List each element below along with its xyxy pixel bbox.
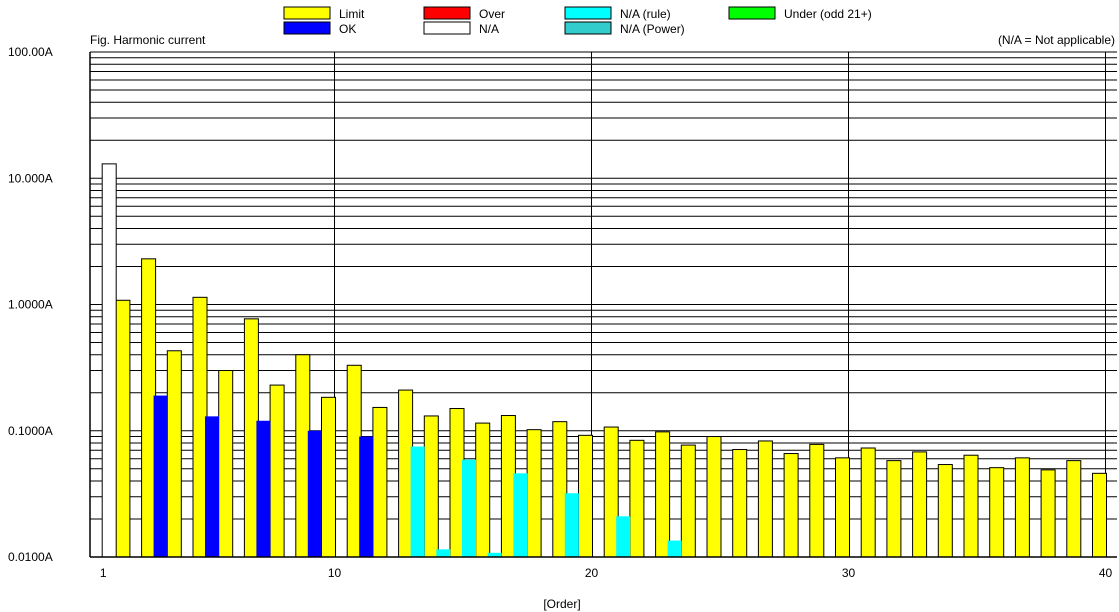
- limit-bar: [886, 460, 902, 558]
- legend-swatch-na_power: [564, 21, 612, 35]
- x-tick-label: 10: [328, 566, 342, 580]
- measured-bar-ok: [307, 430, 322, 557]
- limit-bar: [500, 415, 516, 558]
- limit-bar: [346, 364, 362, 558]
- x-tick-label: 40: [1099, 566, 1113, 580]
- legend-label-ok: OK: [339, 22, 356, 36]
- measured-bar-ok: [359, 436, 374, 557]
- measured-bars: [101, 163, 682, 558]
- limit-bar: [398, 389, 414, 558]
- limit-bar: [963, 454, 979, 558]
- limit-bar: [141, 258, 157, 558]
- legend-label-na: N/A: [479, 22, 499, 36]
- limit-bar: [989, 467, 1005, 558]
- limit-bar: [166, 350, 182, 558]
- limit-bar: [449, 408, 465, 558]
- limit-bar: [295, 354, 311, 558]
- y-tick-label: 0.0100A: [8, 550, 53, 564]
- legend-swatch-na: [423, 21, 471, 35]
- measured-bar-na_rule: [564, 493, 579, 557]
- limit-bar: [937, 464, 953, 558]
- measured-bar-ok: [153, 395, 168, 557]
- limit-bar: [115, 299, 131, 558]
- measured-bar-na_rule: [436, 549, 451, 557]
- limit-bar: [603, 426, 619, 558]
- limit-bar: [192, 296, 208, 558]
- measured-bar-na_rule: [616, 516, 631, 557]
- measured-bar-na_rule: [462, 459, 476, 557]
- limit-bar: [1014, 457, 1030, 558]
- limit-bar: [1066, 460, 1082, 558]
- measured-bar-na: [101, 163, 117, 558]
- limit-bar: [912, 451, 928, 558]
- measured-bar-ok: [205, 416, 219, 557]
- legend-label-na_power: N/A (Power): [620, 22, 685, 36]
- legend-swatch-over: [423, 6, 471, 20]
- legend-label-limit: Limit: [339, 7, 365, 21]
- measured-bar-na_rule: [513, 473, 528, 557]
- x-tick-label: 1: [100, 566, 107, 580]
- limit-bar: [1092, 472, 1107, 558]
- legend-label-over: Over: [479, 7, 505, 21]
- limit-bar: [475, 422, 491, 558]
- limit-bar: [526, 429, 542, 558]
- limit-bar: [835, 457, 850, 558]
- limit-bar: [706, 436, 722, 558]
- legend-label-na_rule: N/A (rule): [620, 7, 671, 21]
- limit-bar: [218, 370, 234, 558]
- limit-bar: [680, 444, 696, 558]
- x-tick-label: 20: [585, 566, 599, 580]
- limit-bar: [757, 440, 773, 558]
- limit-bar: [732, 449, 748, 558]
- y-tick-label: 100.00A: [8, 45, 53, 59]
- y-tick-label: 0.1000A: [8, 424, 53, 438]
- legend-label-under: Under (odd 21+): [784, 7, 872, 21]
- measured-bar-ok: [256, 420, 271, 557]
- measured-bar-na_rule: [667, 540, 682, 557]
- chart-title: Fig. Harmonic current: [90, 33, 206, 47]
- measured-bar-na_rule: [487, 552, 502, 557]
- limit-bar: [783, 453, 799, 558]
- limit-bar: [860, 447, 876, 558]
- legend-swatch-under: [728, 6, 776, 20]
- legend-swatch-na_rule: [564, 6, 612, 20]
- x-axis-label: [Order]: [543, 597, 580, 611]
- limit-bar: [1040, 469, 1056, 558]
- limit-bars: [115, 258, 1107, 558]
- measured-bar-na_rule: [410, 446, 425, 557]
- limit-bar: [629, 439, 645, 558]
- x-axis-ticks: 1 10 20 30 40: [100, 566, 1113, 580]
- y-tick-label: 10.000A: [8, 171, 53, 185]
- limit-bar: [423, 415, 439, 558]
- limit-bar: [243, 318, 259, 558]
- limit-bar: [321, 396, 336, 558]
- x-tick-label: 30: [842, 566, 856, 580]
- na-note: (N/A = Not applicable): [998, 33, 1115, 47]
- limit-bar: [578, 434, 593, 558]
- legend-swatch-limit: [283, 6, 331, 20]
- limit-bar: [269, 384, 285, 558]
- limit-bar: [552, 421, 568, 558]
- y-axis-ticks: 100.00A 10.000A 1.0000A 0.1000A 0.0100A: [8, 45, 53, 564]
- axes: [89, 52, 1117, 558]
- y-tick-label: 1.0000A: [8, 298, 53, 312]
- limit-bar: [655, 431, 671, 558]
- legend-swatch-ok: [283, 21, 331, 35]
- limit-bar: [809, 443, 825, 558]
- limit-bar: [372, 406, 388, 558]
